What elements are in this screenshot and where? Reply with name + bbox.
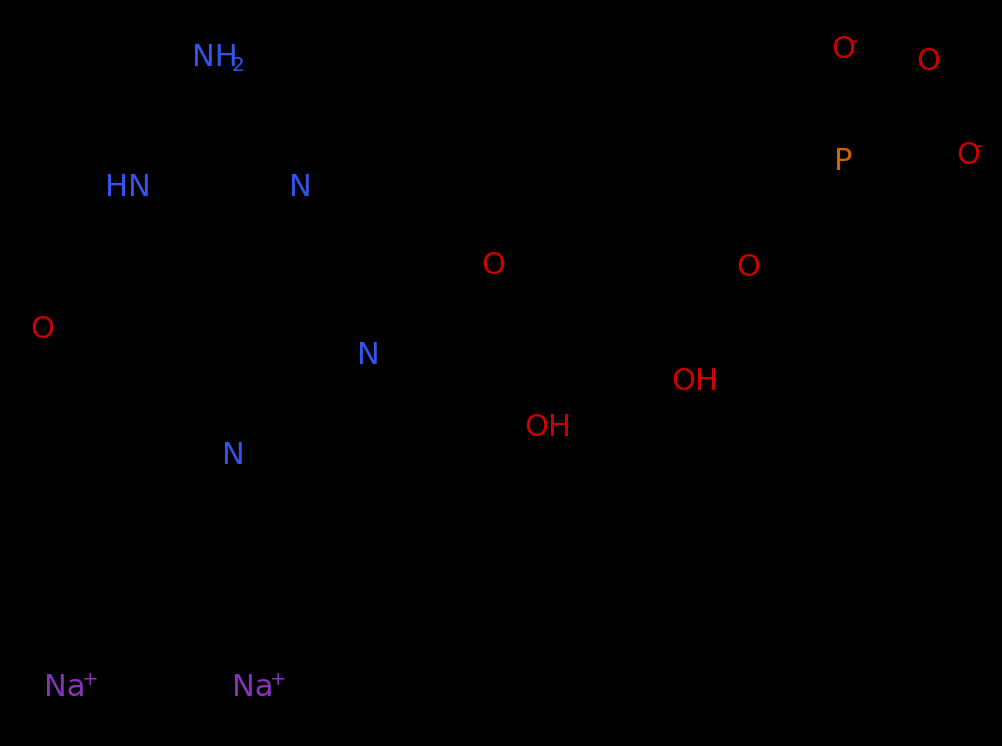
Text: Na: Na — [232, 674, 274, 703]
Text: HN: HN — [105, 172, 150, 201]
Text: +: + — [81, 670, 98, 689]
Text: O: O — [735, 254, 760, 283]
Text: N: N — [289, 172, 311, 201]
Text: -: - — [975, 137, 983, 156]
Text: O: O — [831, 36, 854, 64]
Text: 2: 2 — [231, 56, 244, 75]
Text: O: O — [955, 140, 979, 169]
Text: Na: Na — [44, 674, 85, 703]
Text: P: P — [833, 148, 852, 177]
Text: N: N — [357, 340, 379, 369]
Text: OH: OH — [670, 368, 717, 397]
Text: OH: OH — [524, 413, 571, 442]
Text: O: O — [481, 251, 504, 280]
Text: +: + — [270, 670, 287, 689]
Text: NH: NH — [192, 43, 237, 72]
Text: O: O — [30, 316, 54, 345]
Text: O: O — [915, 48, 939, 77]
Text: N: N — [221, 440, 244, 469]
Text: -: - — [851, 32, 858, 51]
